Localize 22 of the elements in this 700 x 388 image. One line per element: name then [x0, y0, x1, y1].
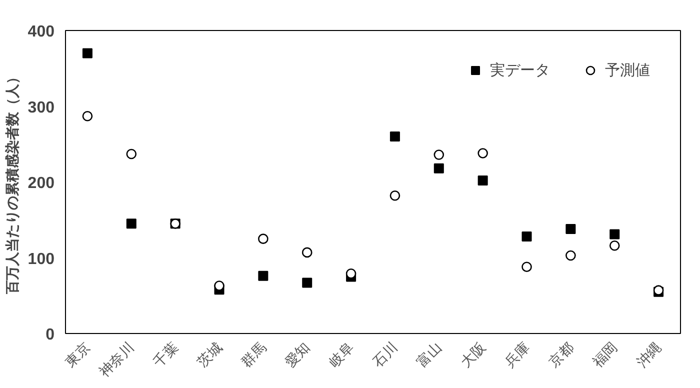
x-tick-label: 千葉	[150, 338, 181, 370]
y-tick-label: 300	[28, 99, 55, 116]
x-tick-label: 福岡	[589, 338, 620, 370]
x-tick-label: 愛知	[282, 338, 313, 370]
x-tick-label: 茨城	[194, 338, 225, 370]
x-tick-label: 岐阜	[326, 338, 357, 370]
y-axis-title: 百万人当たりの累積感染者数（人）	[4, 70, 20, 295]
x-tick-label: 京都	[545, 338, 576, 370]
y-tick-label: 100	[28, 250, 55, 268]
x-tick-label: 大阪	[457, 338, 488, 370]
x-tick-label: 富山	[413, 338, 445, 370]
y-tick-label: 400	[28, 24, 55, 40]
y-tick-label: 0	[46, 326, 55, 344]
y-tick-label: 200	[28, 175, 55, 192]
legend-label: 予測値	[605, 60, 650, 80]
x-tick-label: 石川	[370, 338, 401, 370]
x-tick-label: 神奈川	[96, 338, 138, 380]
x-tick-label: 東京	[62, 338, 94, 370]
x-tick-label: 兵庫	[501, 338, 532, 370]
legend-label: 実データ	[490, 60, 550, 80]
x-tick-label: 沖縄	[633, 338, 664, 370]
x-tick-label: 群馬	[238, 338, 269, 370]
